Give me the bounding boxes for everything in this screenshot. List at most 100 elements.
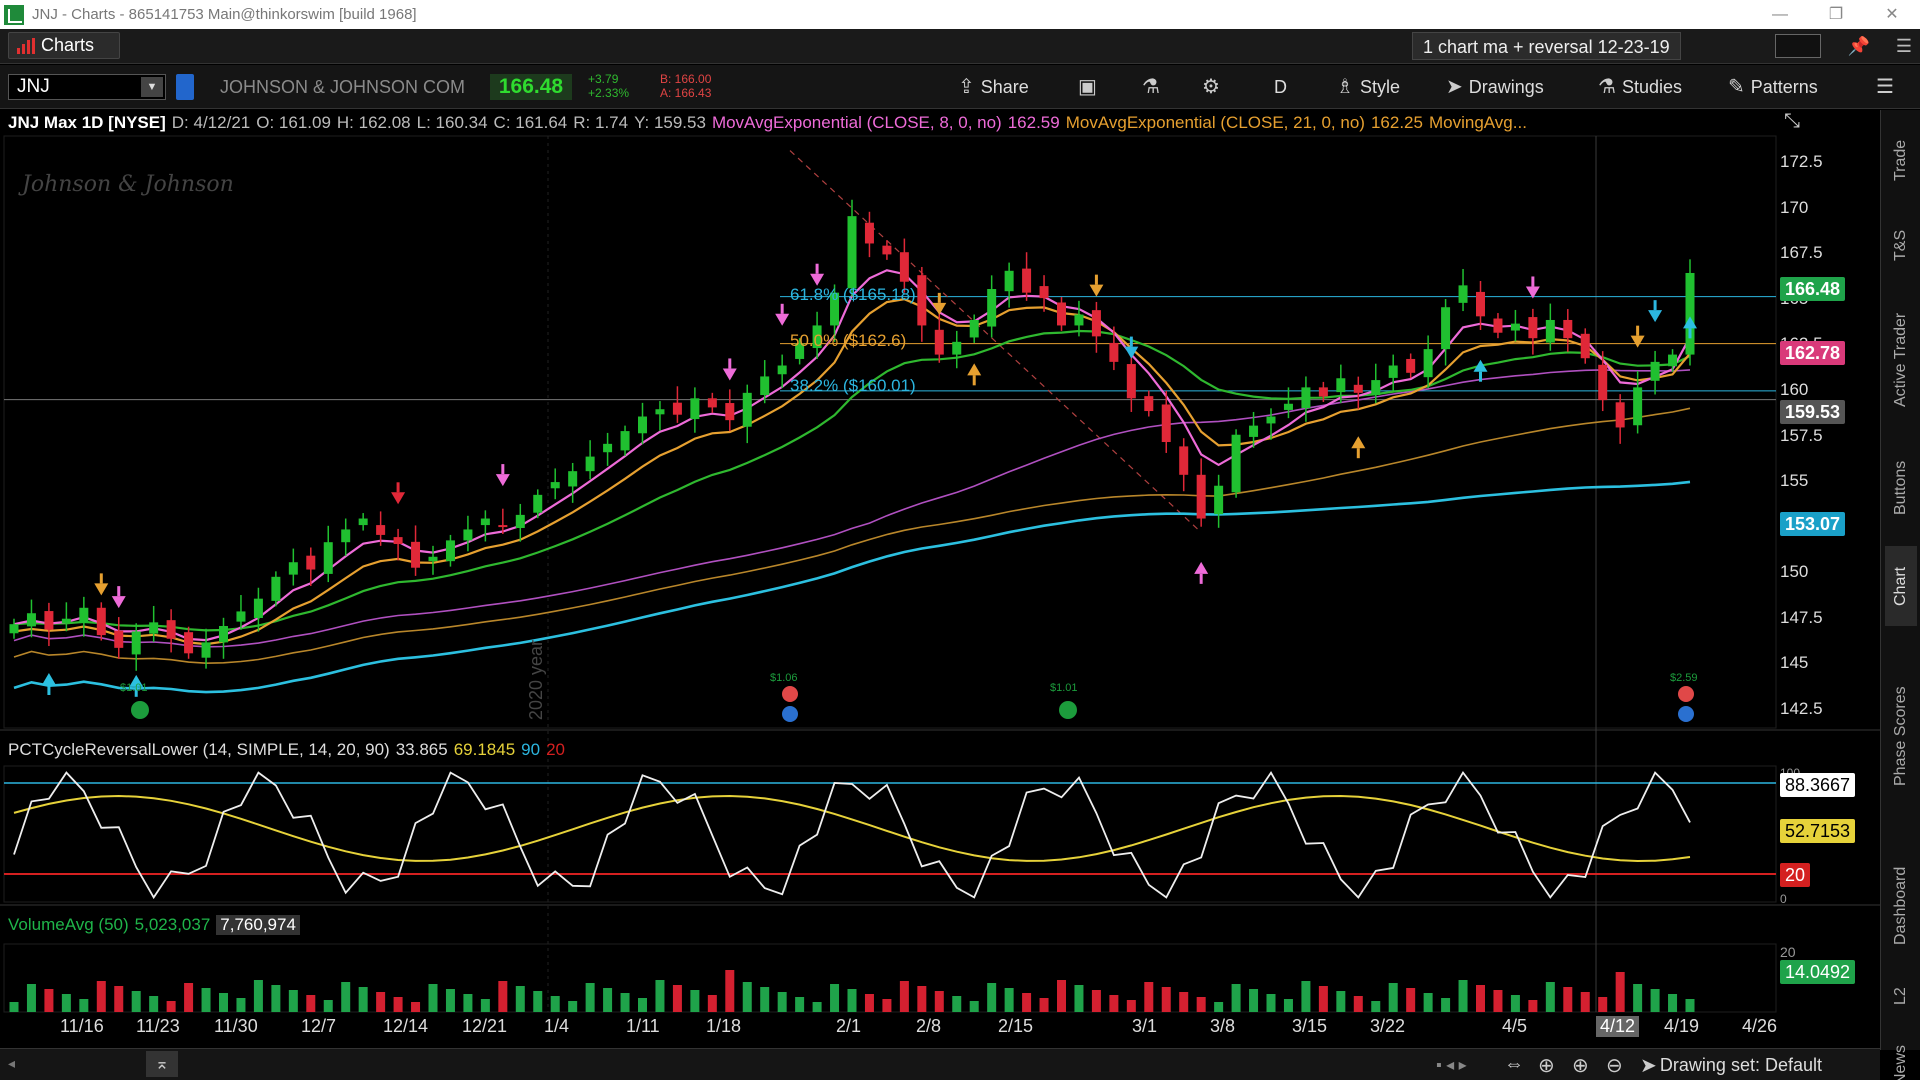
symbol-toolbar: JNJ ▼ JOHNSON & JOHNSON COM 166.48 +3.79…	[0, 65, 1920, 109]
share-button[interactable]: ⇪ Share	[958, 74, 1029, 100]
volume-name[interactable]: VolumeAvg (50)	[8, 915, 129, 934]
price-tick: 170	[1780, 197, 1809, 217]
signal-arrow-down	[111, 596, 126, 609]
candle-body	[690, 398, 700, 420]
signal-arrow-down	[1525, 286, 1540, 299]
style-icon: ♗	[1336, 76, 1354, 98]
tab-news[interactable]: News	[1892, 1045, 1909, 1080]
ema21-label[interactable]: MovAvgExponential (CLOSE, 21, 0, no)	[1065, 112, 1365, 132]
layout-selector[interactable]	[1775, 34, 1822, 58]
ohlc-low: L: 160.34	[416, 112, 488, 132]
tab-dashboard[interactable]: Dashboard	[1892, 866, 1909, 946]
net-change: +3.79 +2.33%	[588, 72, 629, 100]
volume-bar	[725, 970, 735, 1012]
studies-button[interactable]: ⚗ Studies	[1598, 74, 1682, 100]
candle-body	[1091, 310, 1101, 337]
scroll-left-icon[interactable]: ◂	[8, 1055, 16, 1071]
volume-bar	[987, 983, 997, 1012]
close-button[interactable]: ✕	[1885, 6, 1899, 23]
volume-bar	[1458, 980, 1468, 1012]
volume-bar	[79, 999, 89, 1012]
menu-icon[interactable]: ☰	[1895, 35, 1912, 56]
candle-body	[1598, 364, 1608, 401]
candle-body	[480, 518, 490, 526]
tab-active-trader[interactable]: Active Trader	[1892, 312, 1909, 408]
drawings-button[interactable]: ➤ Drawings	[1446, 74, 1544, 100]
cursor-icon: ➤	[1446, 76, 1463, 98]
zoom-in-icon[interactable]: ⊕	[1572, 1055, 1589, 1077]
volume-bar	[1685, 999, 1695, 1012]
chart-grid-name[interactable]: 1 chart ma + reversal 12-23-19	[1412, 32, 1681, 60]
chevron-down-icon[interactable]: ▼	[141, 77, 163, 97]
osc-average-line	[13, 794, 1691, 863]
ema8-label[interactable]: MovAvgExponential (CLOSE, 8, 0, no)	[711, 112, 1002, 132]
moving-avg-label[interactable]: MovingAvg...	[1428, 112, 1527, 132]
gear-icon: ⚙	[1202, 76, 1220, 98]
oscillator-name[interactable]: PCTCycleReversalLower (14, SIMPLE, 14, 2…	[8, 740, 390, 759]
volume-avg: 5,023,037	[134, 915, 211, 934]
link-color-button[interactable]	[176, 74, 194, 100]
timeframe-button[interactable]: D	[1274, 74, 1287, 100]
pin-icon[interactable]: 📌	[1847, 35, 1870, 56]
pan-controls[interactable]: ▪ ◂ ▸	[1436, 1057, 1467, 1074]
volume-bar	[114, 986, 124, 1012]
toolbar-menu-button[interactable]: ☰	[1876, 74, 1894, 100]
zoom-out-icon[interactable]: ⊖	[1606, 1055, 1623, 1077]
candle-body	[1668, 354, 1678, 367]
tab-buttons[interactable]: Buttons	[1892, 460, 1909, 516]
tab-l2[interactable]: L2	[1892, 987, 1909, 1005]
volume-bar	[655, 980, 665, 1012]
volume-bar	[795, 997, 805, 1012]
pointer-icon[interactable]: ➤	[1640, 1055, 1657, 1077]
candle-body	[445, 540, 455, 562]
flask-icon: ⚗	[1142, 76, 1160, 98]
candle-body	[1004, 270, 1014, 292]
restore-button[interactable]: ❐	[1828, 6, 1844, 23]
earnings-icon	[782, 686, 798, 702]
dividend-label: $1.01	[120, 682, 148, 694]
price-chart[interactable]	[0, 0, 1880, 1048]
candle-body	[114, 630, 124, 648]
minimize-button[interactable]: —	[1772, 6, 1788, 23]
price-header: JNJ Max 1D [NYSE] D: 4/12/21 O: 161.09 H…	[0, 110, 1776, 135]
settings-button[interactable]: ⚙	[1202, 74, 1220, 100]
volume-bar	[393, 997, 403, 1012]
volume-tick: 20	[1780, 944, 1796, 960]
volume-bar	[1126, 1000, 1136, 1012]
tab-chart[interactable]: Chart	[1885, 546, 1917, 626]
ema-21-green-line	[13, 329, 1691, 632]
candle-body	[271, 576, 281, 601]
tab-time-and-sales[interactable]: T&S	[1892, 229, 1909, 261]
volume-bar	[777, 992, 787, 1012]
snapshot-button[interactable]: ▣	[1078, 74, 1097, 100]
crosshair-icon[interactable]: ⊕	[1538, 1055, 1555, 1077]
tab-phase-scores[interactable]: Phase Scores	[1892, 686, 1909, 786]
volume-bar	[638, 998, 647, 1012]
price-tick: 172.5	[1780, 152, 1823, 172]
volume-bar	[742, 982, 752, 1012]
charts-tab-button[interactable]: Charts	[8, 32, 120, 59]
date-tick: 3/22	[1370, 1016, 1406, 1036]
candle-body	[742, 392, 752, 427]
window-controls: — ❐ ✕	[1752, 0, 1920, 29]
tab-trade[interactable]: Trade	[1892, 139, 1909, 181]
volume-bar	[1004, 988, 1014, 1012]
date-tick: 2/1	[836, 1016, 862, 1036]
oscillator-avg-tag: 52.7153	[1780, 819, 1856, 843]
candle-body	[1109, 342, 1119, 362]
flask-button[interactable]: ⚗	[1142, 74, 1160, 100]
style-button[interactable]: ♗ Style	[1336, 74, 1400, 100]
patterns-button[interactable]: ✎ Patterns	[1728, 74, 1818, 100]
candle-body	[498, 525, 508, 528]
expand-icon[interactable]: ⌅	[146, 1051, 178, 1077]
fit-icon[interactable]: ⇔	[1504, 1053, 1524, 1075]
date-tick: 3/1	[1132, 1016, 1158, 1036]
candle-body	[61, 618, 71, 624]
candle-body	[1039, 286, 1049, 299]
symbol-input[interactable]: JNJ ▼	[8, 74, 166, 100]
collapse-icon[interactable]: ⤡	[1784, 110, 1800, 132]
y-price-tag: 159.53	[1780, 400, 1846, 424]
volume-bar	[1668, 994, 1678, 1012]
drawing-set[interactable]: Drawing set: Default	[1659, 1055, 1822, 1075]
volume-bar	[672, 985, 682, 1012]
